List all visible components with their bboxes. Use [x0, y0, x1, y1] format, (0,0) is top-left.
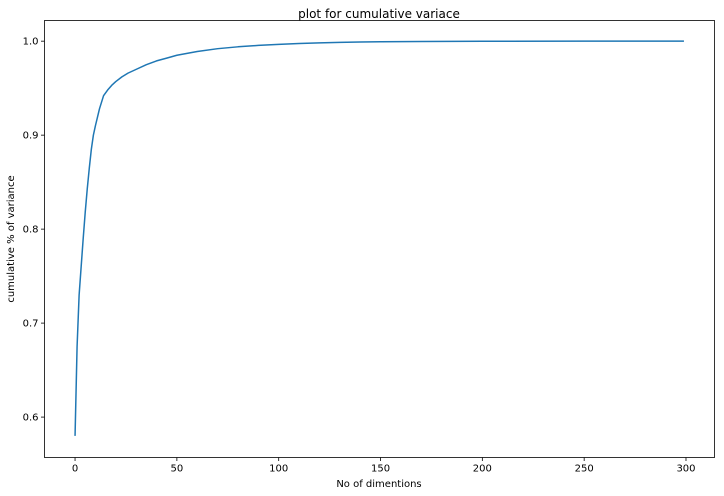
- x-tick-label: 50: [171, 464, 184, 475]
- x-tick-label: 0: [72, 464, 78, 475]
- x-tick-label: 300: [676, 464, 695, 475]
- y-tick-label: 1.0: [23, 37, 39, 48]
- y-tick-label: 0.9: [23, 131, 39, 142]
- plot-area: 0 50 100 150 200 250 300 0.6 0.7 0.8 0.9 1.0: [23, 20, 715, 475]
- y-tick-label: 0.6: [23, 413, 39, 424]
- series-line-0: [74, 40, 684, 436]
- y-axis-label: cumulative % of variance: [6, 175, 17, 302]
- series-layer: [74, 40, 684, 436]
- y-tick-label: 0.8: [23, 225, 39, 236]
- x-axis-label: No of dimentions: [336, 479, 421, 490]
- y-tick-label: 0.7: [23, 319, 39, 330]
- x-tick-label: 200: [473, 464, 492, 475]
- x-axis: 0 50 100 150 200 250 300: [72, 457, 696, 475]
- y-axis: 0.6 0.7 0.8 0.9 1.0: [23, 37, 45, 424]
- x-tick-label: 250: [575, 464, 594, 475]
- plot-frame: [44, 20, 715, 458]
- x-tick-label: 100: [269, 464, 288, 475]
- x-tick-label: 150: [371, 464, 390, 475]
- chart-title: plot for cumulative variace: [298, 7, 460, 21]
